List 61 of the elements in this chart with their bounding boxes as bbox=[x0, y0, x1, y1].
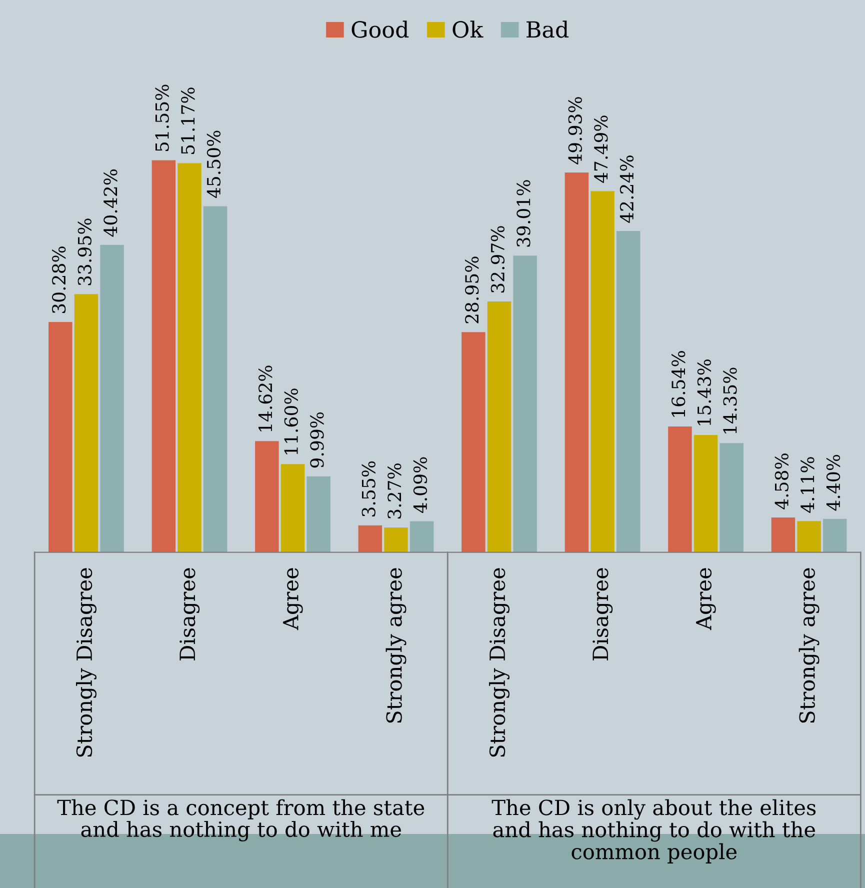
bar bbox=[358, 525, 382, 552]
data-label: 14.35% bbox=[723, 368, 737, 434]
bar bbox=[410, 521, 434, 552]
bar bbox=[590, 191, 614, 552]
text: The CD is a concept from the state and has nothing to do with me bbox=[57, 799, 424, 842]
bar bbox=[822, 518, 847, 552]
bar bbox=[203, 206, 228, 552]
bar bbox=[564, 172, 589, 552]
x-tick-label: Strongly agree bbox=[798, 568, 820, 723]
x-tick-label: Agree bbox=[283, 568, 303, 630]
bar bbox=[462, 332, 486, 552]
bar bbox=[306, 476, 330, 552]
bar bbox=[74, 294, 98, 552]
bar bbox=[513, 256, 537, 552]
bar bbox=[797, 521, 821, 552]
bar bbox=[48, 322, 72, 552]
bar bbox=[255, 441, 279, 552]
data-label: 16.54% bbox=[672, 351, 686, 417]
bar bbox=[384, 527, 408, 552]
data-label: 45.50% bbox=[206, 130, 221, 198]
data-label: 9.99% bbox=[310, 412, 324, 468]
legend-label: Ok bbox=[452, 20, 484, 38]
data-label: 42.24% bbox=[620, 156, 634, 223]
data-label: 40.42% bbox=[104, 169, 118, 237]
data-label: 28.95% bbox=[465, 256, 479, 324]
bar bbox=[668, 426, 692, 552]
text: The CD is only about the elites and has nothing to do with the common people bbox=[492, 799, 816, 864]
data-label: 4.40% bbox=[826, 454, 840, 511]
x-tick-label: Agree bbox=[696, 568, 716, 630]
x-tick-label: Disagree bbox=[180, 568, 200, 660]
legend-label: Bad bbox=[526, 20, 569, 38]
x-tick-label: Strongly agree bbox=[386, 568, 406, 723]
data-label: 15.43% bbox=[697, 360, 712, 426]
data-label: 14.62% bbox=[258, 366, 272, 432]
bar bbox=[100, 244, 124, 552]
data-label: 30.28% bbox=[52, 246, 66, 314]
data-label: 4.58% bbox=[774, 454, 788, 510]
data-label: 32.97% bbox=[490, 226, 505, 293]
bar bbox=[616, 231, 640, 552]
legend-label: Good bbox=[352, 20, 409, 38]
bar bbox=[771, 517, 796, 552]
x-tick-label: Strongly Disagree bbox=[489, 568, 510, 757]
data-label: 4.09% bbox=[413, 457, 428, 514]
data-label: 39.01% bbox=[516, 180, 530, 247]
x-tick-label: Strongly Disagree bbox=[76, 568, 96, 757]
bar bbox=[280, 464, 305, 552]
data-label: 51.55% bbox=[155, 84, 169, 152]
data-label: 4.11% bbox=[800, 457, 814, 513]
data-label: 3.27% bbox=[388, 463, 402, 518]
x-tick-label: Disagree bbox=[592, 568, 613, 660]
bar bbox=[487, 302, 512, 552]
data-label: 33.95% bbox=[78, 218, 92, 286]
data-label: 3.55% bbox=[362, 461, 376, 516]
data-label: 51.17% bbox=[181, 88, 195, 154]
bar bbox=[178, 163, 202, 552]
bar bbox=[720, 443, 744, 552]
bar bbox=[152, 160, 176, 552]
bar bbox=[694, 434, 718, 552]
data-label: 47.49% bbox=[594, 116, 608, 183]
data-label: 49.93% bbox=[568, 97, 582, 164]
data-label: 11.60% bbox=[284, 388, 298, 454]
